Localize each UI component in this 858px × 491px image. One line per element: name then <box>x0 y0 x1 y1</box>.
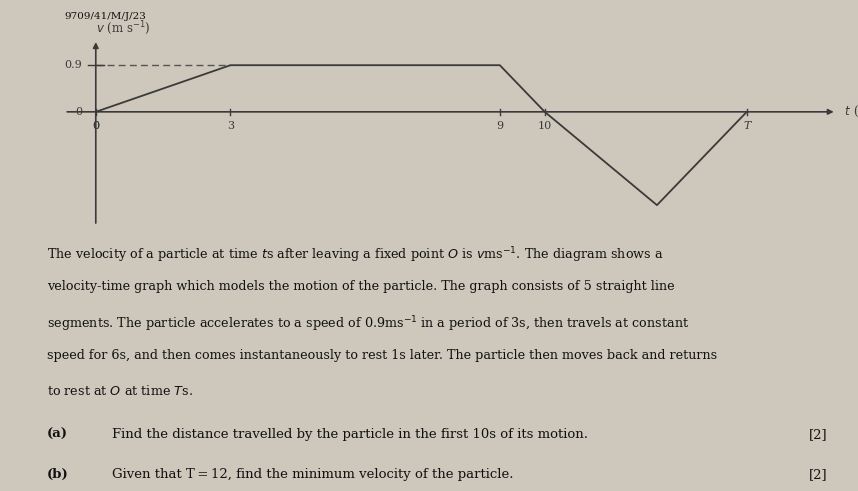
Text: 9: 9 <box>496 121 504 131</box>
Text: $t$ (s): $t$ (s) <box>841 104 858 119</box>
Text: Given that T = 12, find the minimum velocity of the particle.: Given that T = 12, find the minimum velo… <box>112 468 513 481</box>
Text: 9709/41/M/J/23: 9709/41/M/J/23 <box>64 12 146 21</box>
Text: [2]: [2] <box>809 468 828 481</box>
Text: 10: 10 <box>538 121 552 131</box>
Text: 0: 0 <box>92 121 100 131</box>
Text: speed for 6s, and then comes instantaneously to rest 1s later. The particle then: speed for 6s, and then comes instantaneo… <box>47 349 717 362</box>
Text: The velocity of a particle at time $t$s after leaving a fixed point $O$ is $v$ms: The velocity of a particle at time $t$s … <box>47 246 663 266</box>
Text: 3: 3 <box>227 121 234 131</box>
Text: $v$ (m s$^{-1}$): $v$ (m s$^{-1}$) <box>96 19 150 37</box>
Text: Find the distance travelled by the particle in the first 10s of its motion.: Find the distance travelled by the parti… <box>112 429 588 441</box>
Text: [2]: [2] <box>809 429 828 441</box>
Text: 0: 0 <box>92 121 100 131</box>
Text: (b): (b) <box>47 468 69 481</box>
Text: velocity-time graph which models the motion of the particle. The graph consists : velocity-time graph which models the mot… <box>47 280 674 293</box>
Text: 0.9: 0.9 <box>64 60 82 70</box>
Text: 0: 0 <box>76 107 82 117</box>
Text: (a): (a) <box>47 429 68 441</box>
Text: to rest at $O$ at time $T$s.: to rest at $O$ at time $T$s. <box>47 384 193 398</box>
Text: segments. The particle accelerates to a speed of 0.9ms$^{-1}$ in a period of 3s,: segments. The particle accelerates to a … <box>47 315 690 334</box>
Text: T: T <box>743 121 751 131</box>
